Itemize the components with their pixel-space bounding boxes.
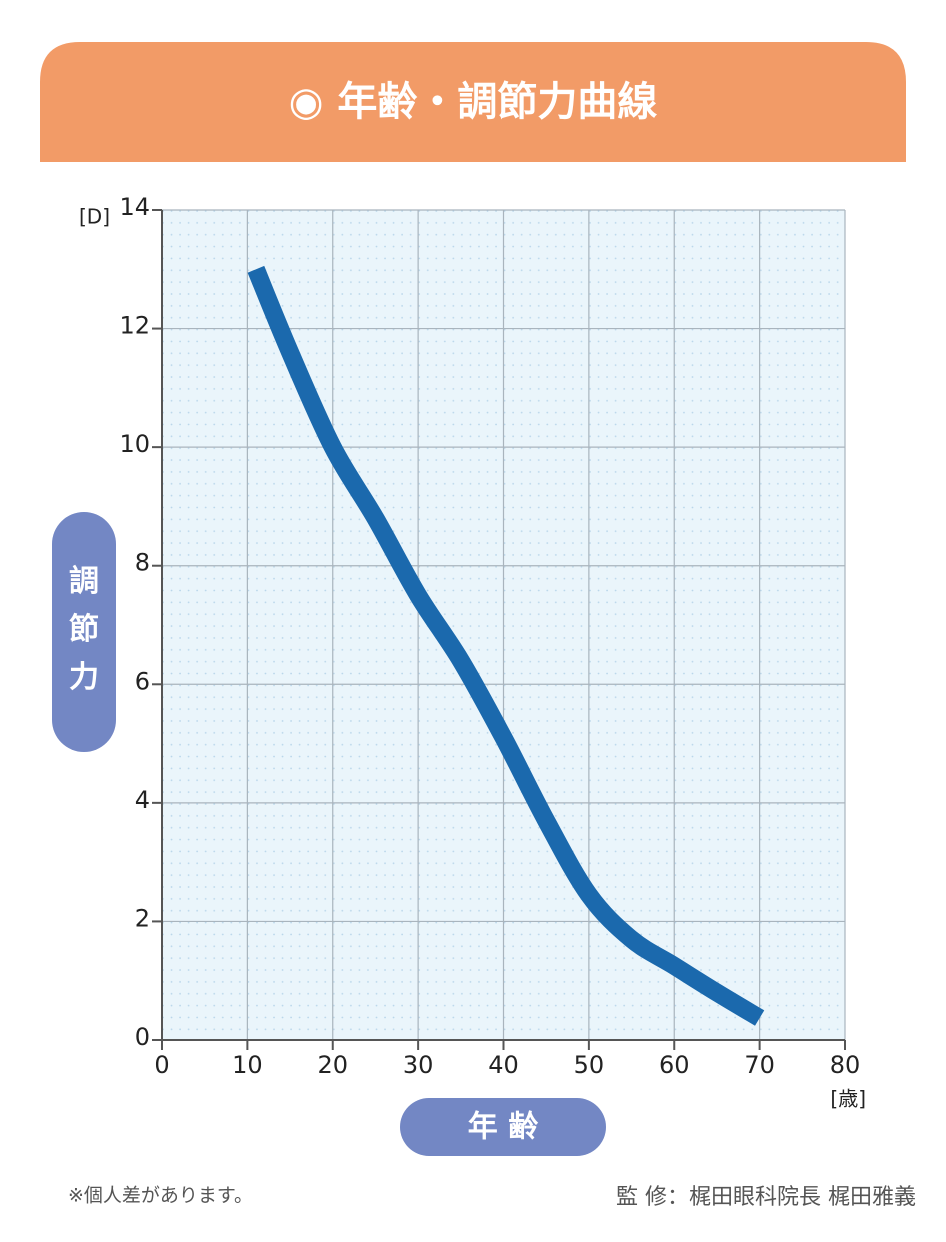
y-unit: [D]	[79, 205, 110, 229]
curve	[247, 265, 765, 1026]
x-tick-label: 0	[154, 1051, 169, 1079]
x-tick-label: 80	[830, 1051, 861, 1079]
note: ※個人差があります。	[68, 1185, 253, 1207]
x-tick-label: 50	[574, 1051, 605, 1079]
y-tick-label: 0	[135, 1023, 150, 1051]
x-axis-label: 年 齢	[468, 1110, 538, 1145]
y-axis-label: 調節力	[69, 564, 99, 695]
y-tick-label: 8	[135, 549, 150, 577]
x-tick-label: 70	[744, 1051, 775, 1079]
y-label-pill	[52, 512, 116, 752]
x-tick-label: 10	[232, 1051, 263, 1079]
x-unit: [歳]	[830, 1087, 866, 1111]
x-tick-label: 30	[403, 1051, 434, 1079]
x-tick-label: 60	[659, 1051, 690, 1079]
title-banner	[40, 42, 906, 162]
chart-title: ◉ 年齢・調節力曲線	[289, 79, 658, 125]
y-tick-label: 2	[135, 904, 150, 932]
x-label-pill	[400, 1098, 606, 1156]
y-tick-label: 12	[119, 312, 150, 340]
y-tick-label: 14	[119, 193, 150, 221]
y-tick-label: 10	[119, 430, 150, 458]
y-tick-label: 6	[135, 667, 150, 695]
x-tick-label: 20	[317, 1051, 348, 1079]
y-tick-label: 4	[135, 786, 150, 814]
x-tick-label: 40	[488, 1051, 519, 1079]
credit: 監 修：梶田眼科院長 梶田雅義	[616, 1185, 916, 1210]
